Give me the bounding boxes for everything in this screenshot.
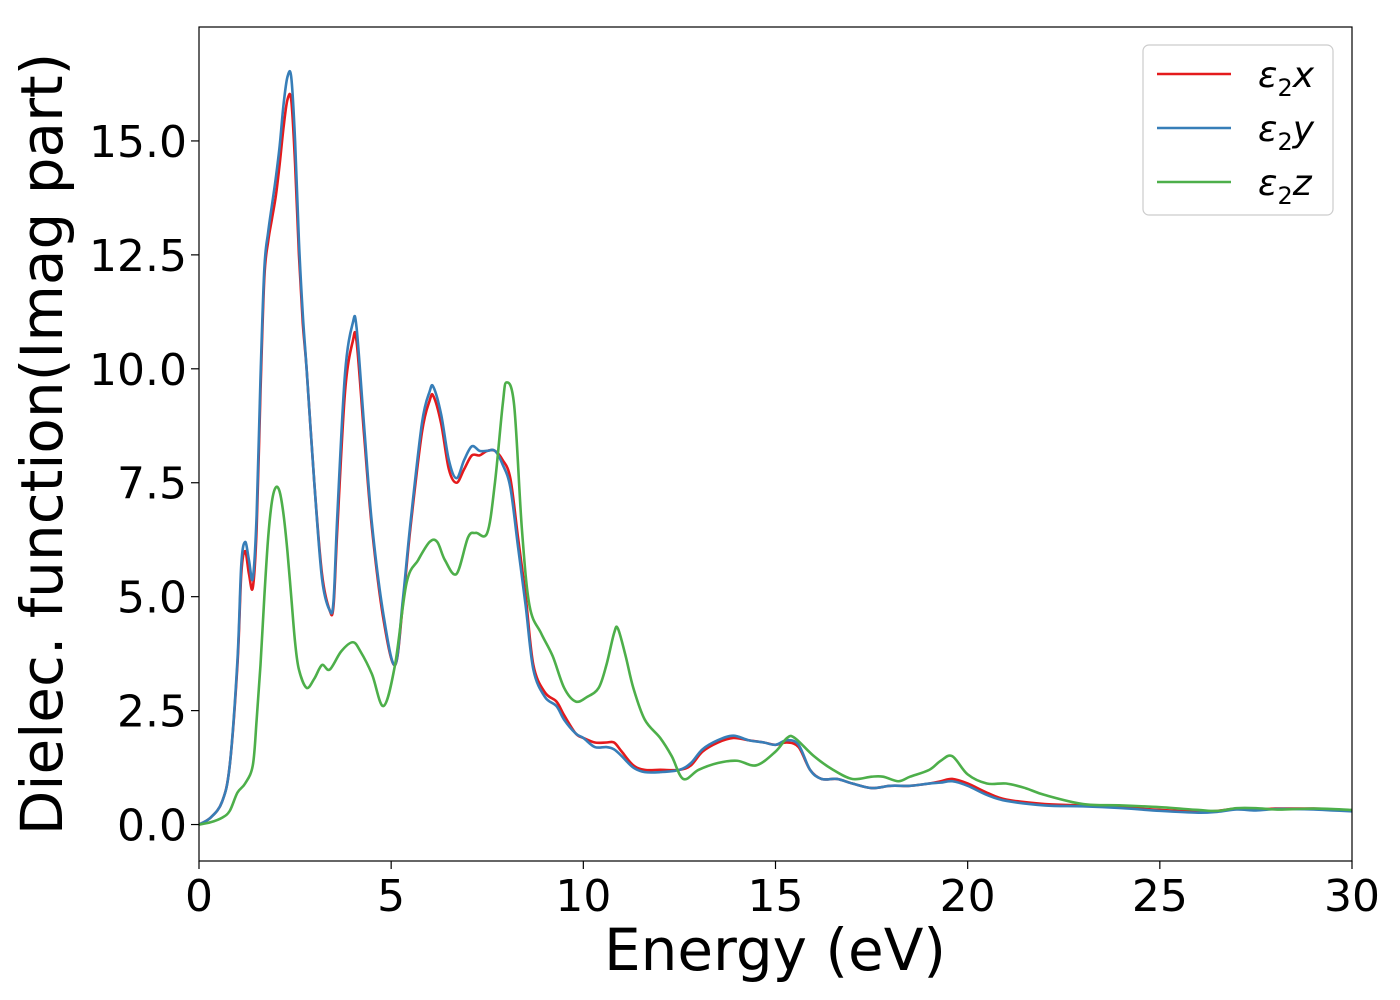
y-tick-label: 2.5 (117, 687, 187, 738)
x-tick-label: 20 (940, 871, 996, 922)
x-tick-label: 30 (1324, 871, 1380, 922)
legend-label-x: ε2x (1258, 55, 1315, 102)
series-line-z (199, 381, 1352, 826)
x-tick-label: 15 (748, 871, 804, 922)
x-tick-label: 0 (185, 871, 213, 922)
legend-label-y: ε2y (1258, 109, 1315, 156)
x-tick-label: 5 (377, 871, 405, 922)
x-axis-ticks: 0 5 10 15 20 25 30 (185, 861, 1380, 922)
y-tick-label: 5.0 (117, 573, 187, 624)
series-line-y (199, 69, 1352, 826)
y-axis-label: Dielec. function(Imag part) (8, 53, 76, 836)
y-tick-label: 7.5 (117, 459, 187, 510)
y-tick-label: 10.0 (89, 345, 187, 396)
legend: ε2x ε2y ε2z (1142, 44, 1334, 216)
y-tick-label: 0.0 (117, 801, 187, 852)
y-tick-label: 15.0 (89, 117, 187, 168)
y-tick-label: 12.5 (89, 231, 187, 282)
legend-label-z: ε2z (1258, 163, 1313, 210)
y-axis-ticks: 0.0 2.5 5.0 7.5 10.0 12.5 15.0 (89, 117, 199, 852)
x-axis-label: Energy (eV) (604, 916, 946, 984)
x-tick-label: 25 (1132, 871, 1188, 922)
x-tick-label: 10 (555, 871, 611, 922)
series-layer (199, 69, 1352, 826)
legend-box (1142, 44, 1334, 216)
